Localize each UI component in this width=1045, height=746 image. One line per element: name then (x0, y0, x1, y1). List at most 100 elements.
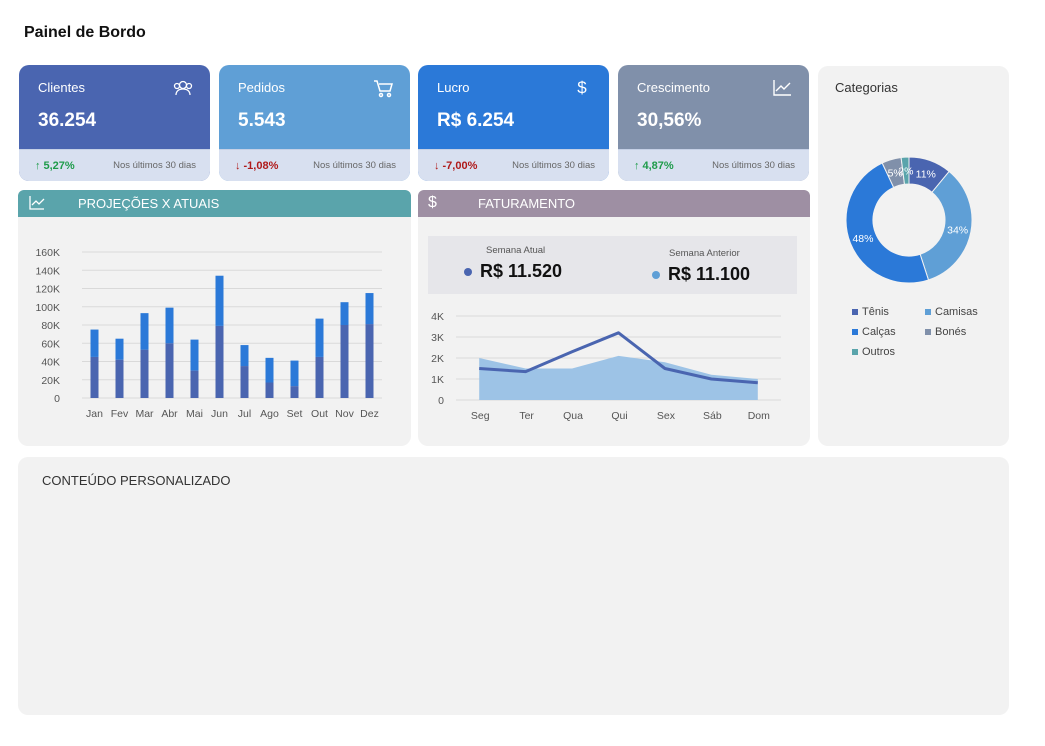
kpi-delta: ↑ 4,87% (634, 159, 674, 172)
bar-segment (265, 382, 274, 398)
kpi-period: Nos últimos 30 dias (313, 160, 396, 171)
bar-segment (290, 386, 299, 398)
x-tick-label: Jun (211, 408, 228, 420)
bar-segment (290, 360, 299, 387)
categories-panel: Categorias 11% 34% 48% 5% 2% Tênis Camisas Cal… (818, 66, 1009, 446)
bar-segment (190, 339, 199, 371)
legend-swatch (852, 329, 858, 335)
legend-label: Camisas (935, 306, 978, 318)
kpi-delta: ↓ -7,00% (434, 159, 478, 172)
trend-chart-icon (773, 80, 791, 96)
bar-segment (365, 324, 374, 398)
custom-content-title: CONTEÚDO PERSONALIZADO (42, 473, 231, 488)
x-tick-label: Dez (360, 408, 379, 420)
y-tick-label: 60K (41, 338, 60, 350)
slice-data-label: 5% (888, 167, 903, 179)
donut-slice (900, 156, 910, 185)
bar-segment (90, 356, 99, 398)
bar-segment (240, 345, 249, 367)
y-tick-label: 20K (41, 375, 60, 387)
donut-slice (845, 162, 930, 284)
bar-segment (215, 325, 224, 398)
bar-segment (215, 275, 224, 326)
x-tick-label: Sex (657, 410, 676, 422)
bar-segment (315, 356, 324, 398)
dollar-icon: $ (577, 78, 587, 97)
bar-segment (340, 302, 349, 325)
kpi-card-pedidos[interactable]: Pedidos 5.543 ↓ -1,08% Nos últimos 30 dia… (219, 65, 410, 181)
categories-title: Categorias (835, 80, 898, 95)
x-tick-label: Nov (335, 408, 354, 420)
cart-icon (374, 80, 393, 98)
y-tick-label: 120K (35, 284, 60, 296)
bar-segment (140, 313, 149, 350)
series-line-semana-atual (479, 331, 758, 385)
x-tick-label: Fev (111, 408, 129, 420)
y-tick-label: 4K (431, 311, 444, 323)
legend-item: Tênis (852, 306, 889, 318)
y-tick-label: 40K (41, 357, 60, 369)
y-tick-label: 160K (35, 247, 60, 259)
x-tick-label: Ago (260, 408, 279, 420)
y-tick-label: 140K (35, 265, 60, 277)
slice-data-label: 2% (898, 166, 913, 178)
x-tick-label: Qua (563, 410, 583, 422)
bar-segment (90, 329, 99, 357)
kpi-card-clientes[interactable]: Clientes 36.254 ↑ 5,27% Nos últimos 30 di… (19, 65, 210, 181)
kpi-card-crescimento[interactable]: Crescimento 30,56% ↑ 4,87% Nos últimos 30… (618, 65, 809, 181)
kpi-value: 36.254 (38, 110, 97, 131)
kpi-label: Lucro (437, 80, 470, 95)
y-tick-label: 1K (431, 374, 444, 386)
legend-swatch (925, 309, 931, 315)
y-tick-label: 100K (35, 302, 60, 314)
legend-label: Tênis (862, 306, 889, 318)
slice-data-label: 48% (852, 233, 873, 245)
x-tick-label: Sáb (703, 410, 722, 422)
x-tick-label: Mar (135, 408, 154, 420)
bar-segment (115, 359, 124, 398)
x-tick-label: Seg (471, 410, 490, 422)
dollar-icon: $ (428, 194, 437, 211)
kpi-label: Crescimento (637, 80, 710, 95)
kpi-footer: ↑ 4,87% Nos últimos 30 dias (618, 149, 809, 181)
legend-label: Bonés (935, 326, 967, 338)
billing-summary: Semana Atual R$ 11.520 Semana Anterior R… (428, 236, 797, 294)
bar-segment (340, 325, 349, 398)
kpi-footer: ↑ 5,27% Nos últimos 30 dias (19, 149, 210, 181)
kpi-footer: ↓ -7,00% Nos últimos 30 dias (418, 149, 609, 181)
line-chart-icon (29, 196, 45, 210)
kpi-delta: ↓ -1,08% (235, 159, 279, 172)
x-tick-label: Out (311, 408, 328, 420)
projections-panel: PROJEÇÕES X ATUAIS 0 20K 40K 60K 80K 100K 120K… (18, 190, 411, 446)
bar-segment (240, 366, 249, 398)
current-week-value: R$ 11.520 (464, 261, 562, 282)
x-tick-label: Set (287, 408, 303, 420)
x-tick-label: Dom (748, 410, 770, 422)
legend-dot (652, 270, 660, 279)
legend-item: Calças (852, 326, 896, 338)
bar-segment (315, 318, 324, 357)
legend-label: Calças (862, 326, 896, 338)
current-week-caption: Semana Atual (486, 245, 546, 256)
legend-item: Outros (852, 346, 895, 358)
page-title: Painel de Bordo (24, 24, 146, 41)
x-tick-label: Jul (238, 408, 251, 420)
legend-swatch (852, 309, 858, 315)
bar-segment (365, 293, 374, 325)
kpi-label: Pedidos (238, 80, 285, 95)
bar-segment (265, 357, 274, 383)
y-tick-label: 2K (431, 353, 444, 365)
donut-slice (919, 170, 973, 281)
legend-label: Outros (862, 346, 896, 358)
series-area-semana-anterior (479, 355, 758, 400)
billing-panel: $ FATURAMENTO Semana Atual R$ 11.520 Sem… (418, 190, 810, 446)
billing-title: FATURAMENTO (478, 196, 576, 211)
kpi-value: 30,56% (637, 110, 702, 131)
kpi-card-lucro[interactable]: Lucro R$ 6.254 $ ↓ -7,00% Nos últimos 30 … (418, 65, 609, 181)
kpi-label: Clientes (38, 80, 85, 95)
previous-week-value: R$ 11.100 (652, 264, 750, 285)
y-tick-label: 0 (438, 395, 444, 407)
legend-item: Bonés (925, 326, 966, 338)
x-tick-label: Abr (161, 408, 178, 420)
x-tick-label: Qui (611, 410, 627, 422)
